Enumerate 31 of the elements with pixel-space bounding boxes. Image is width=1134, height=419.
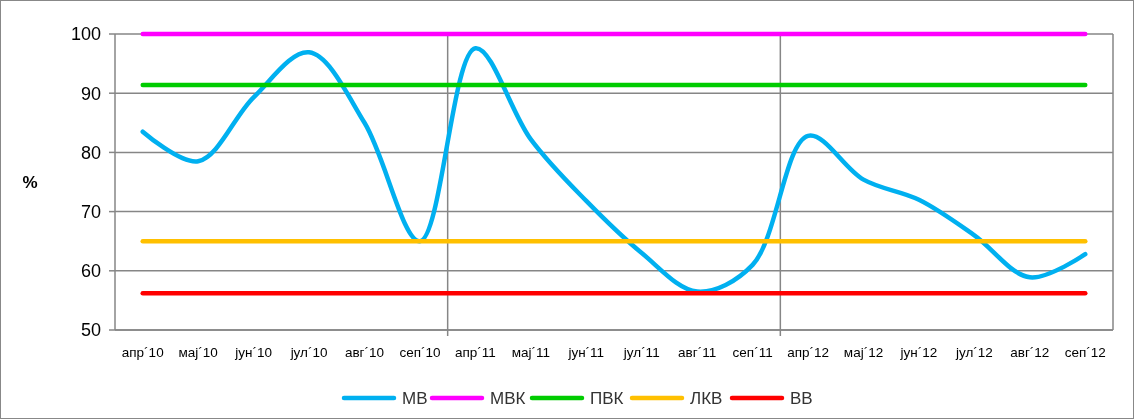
x-tick-label: сеп´12 <box>1064 345 1106 360</box>
x-tick-label: јул´11 <box>622 345 660 360</box>
legend-label: ЛКВ <box>690 388 723 408</box>
y-tick-label: 50 <box>80 320 101 341</box>
x-tick-label: сеп´11 <box>732 345 773 360</box>
legend-label: МВК <box>490 388 526 408</box>
x-tick-label: авг´10 <box>344 345 385 360</box>
x-tick-label: апр´11 <box>454 345 496 360</box>
x-tick-label: мај´10 <box>178 345 218 360</box>
x-tick-label: јун´11 <box>567 345 605 360</box>
x-tick-label: јун´10 <box>234 345 272 360</box>
legend-label: ПВК <box>590 388 624 408</box>
x-tick-label: јул´10 <box>289 345 328 360</box>
line-series <box>140 45 1088 294</box>
x-tick-label: апр´12 <box>787 345 829 360</box>
x-tick-label: авг´11 <box>678 345 717 360</box>
x-tick-label: мај´11 <box>511 345 550 360</box>
x-tick-label: сеп´10 <box>399 345 441 360</box>
x-tick-label: апр´10 <box>121 345 164 360</box>
y-tick-label: 70 <box>80 201 101 222</box>
x-tick-label: јун´12 <box>899 345 938 360</box>
y-tick-label: 80 <box>80 142 101 163</box>
y-tick-label: 60 <box>80 261 101 282</box>
legend-label: МВ <box>402 388 428 408</box>
x-tick-label: мај´12 <box>843 345 884 360</box>
x-tick-label: авг´12 <box>1010 345 1050 360</box>
legend-label: ВВ <box>790 388 813 408</box>
y-tick-label: 100 <box>70 24 101 45</box>
y-axis-title: % <box>22 172 38 192</box>
y-tick-label: 90 <box>80 83 101 104</box>
x-tick-label: јул´12 <box>954 345 993 360</box>
